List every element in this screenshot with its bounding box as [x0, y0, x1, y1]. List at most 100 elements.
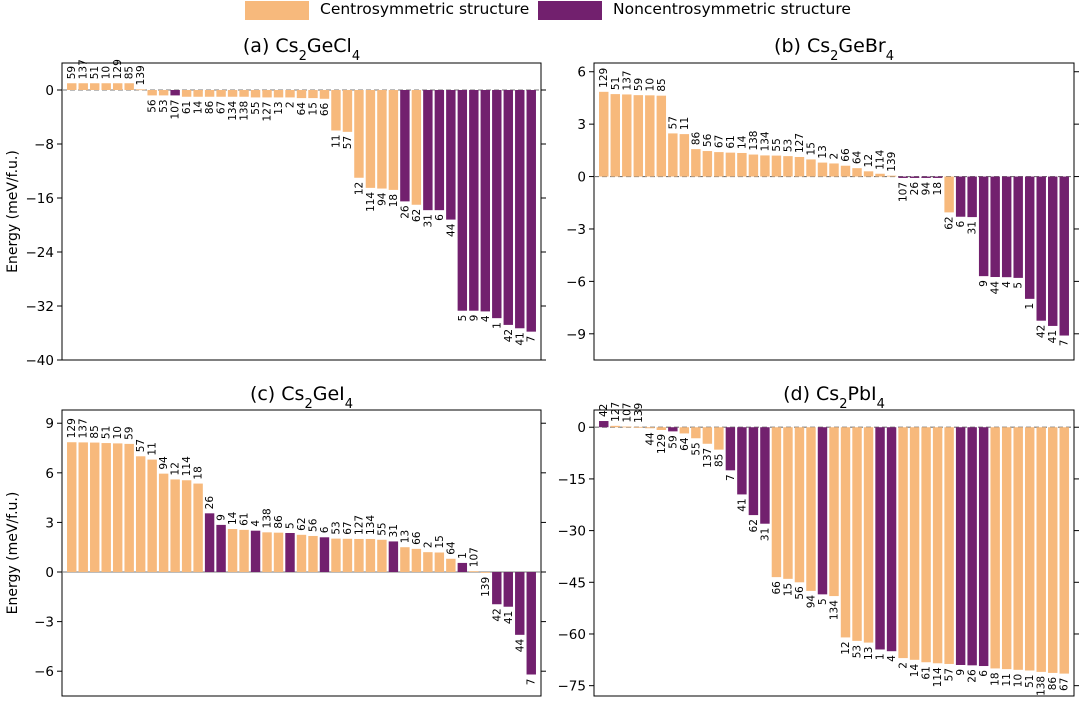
- bar-label: 67: [216, 101, 228, 114]
- bar-label: 15: [434, 535, 446, 548]
- bar-label: 4: [480, 315, 492, 322]
- bar-label: 2: [898, 662, 910, 669]
- bar: [944, 176, 954, 213]
- bar-label: 13: [399, 530, 411, 543]
- y-tick-label: −45: [558, 575, 587, 591]
- bar-label: 11: [330, 135, 342, 148]
- bar-label: 10: [112, 426, 124, 439]
- bar: [135, 456, 146, 573]
- bar-label: 53: [782, 139, 794, 152]
- bar-label: 55: [771, 138, 783, 151]
- bar-label: 138: [262, 508, 274, 528]
- y-tick-label: 3: [45, 515, 54, 531]
- bar: [216, 90, 226, 97]
- bar: [886, 427, 897, 652]
- panel-title: (c) Cs2GeI4: [250, 383, 353, 412]
- bar: [967, 427, 977, 666]
- bar: [331, 538, 341, 573]
- bar-label: 41: [736, 498, 748, 511]
- bar-label: 107: [170, 99, 182, 119]
- bar-label: 12: [863, 154, 875, 167]
- bar: [714, 152, 724, 177]
- bar-label: 6: [319, 526, 331, 533]
- bar-label: 64: [296, 102, 308, 116]
- bar: [817, 162, 828, 177]
- bar-label: 66: [771, 581, 783, 595]
- bar-label: 137: [702, 448, 714, 468]
- bar: [227, 90, 238, 97]
- bar: [840, 427, 851, 638]
- bar: [1024, 176, 1035, 299]
- bar: [932, 176, 943, 178]
- bar: [273, 532, 284, 573]
- bar-label: 55: [376, 522, 388, 535]
- bar: [610, 94, 620, 177]
- bar: [760, 155, 770, 177]
- bar: [181, 90, 192, 97]
- bar-label: 55: [690, 442, 702, 455]
- bar: [342, 538, 353, 573]
- bar: [296, 534, 307, 573]
- bar: [273, 90, 284, 98]
- bar: [863, 171, 874, 177]
- bar: [250, 530, 261, 573]
- bar-label: 6: [978, 670, 990, 677]
- bar: [1048, 427, 1058, 673]
- bar: [434, 90, 445, 211]
- bar-label: 7: [1059, 340, 1071, 347]
- bar: [771, 427, 782, 578]
- bar: [469, 571, 479, 573]
- bar-label: 139: [886, 152, 898, 172]
- bar: [679, 427, 690, 434]
- bar: [285, 532, 295, 573]
- y-tick-label: 0: [45, 83, 54, 99]
- bar-label: 7: [725, 474, 737, 481]
- bar: [411, 548, 422, 573]
- bar-label: 139: [135, 65, 147, 85]
- bar-label: 42: [491, 608, 503, 621]
- bar: [990, 427, 1000, 669]
- bar: [806, 427, 816, 591]
- bar-label: 85: [124, 66, 136, 79]
- bar-label: 85: [89, 425, 101, 438]
- bar: [515, 572, 525, 635]
- bar: [400, 90, 410, 202]
- bar: [691, 149, 701, 177]
- bar: [645, 95, 655, 177]
- bar: [725, 152, 736, 177]
- bar: [434, 552, 445, 573]
- bar: [806, 159, 816, 177]
- bar: [990, 176, 1000, 278]
- bar: [319, 90, 330, 99]
- bar-label: 62: [411, 209, 423, 222]
- bar-label: 9: [468, 315, 480, 322]
- bar: [829, 163, 839, 177]
- bar-label: 44: [514, 639, 526, 653]
- bar: [599, 421, 609, 428]
- bar-label: 56: [794, 586, 806, 600]
- bar-label: 31: [422, 214, 434, 227]
- bar: [656, 95, 667, 177]
- bar-label: 86: [273, 515, 285, 529]
- bar-label: 44: [644, 432, 656, 446]
- bar: [170, 90, 180, 96]
- bar-label: 107: [468, 547, 480, 567]
- y-tick-label: −3: [34, 615, 54, 631]
- bar-label: 134: [759, 131, 771, 151]
- bar: [1013, 427, 1023, 670]
- bar: [691, 427, 701, 439]
- bar-label: 5: [457, 315, 469, 322]
- bar-label: 64: [445, 541, 457, 555]
- bar: [101, 83, 111, 90]
- bar-label: 26: [909, 182, 921, 196]
- bar: [239, 529, 249, 573]
- bar-label: 66: [411, 531, 423, 545]
- bar-label: 13: [817, 145, 829, 158]
- bar: [526, 90, 536, 332]
- bar-label: 107: [898, 182, 910, 202]
- bar: [748, 154, 759, 177]
- bar-label: 51: [610, 77, 622, 90]
- bar-label: 129: [598, 68, 610, 88]
